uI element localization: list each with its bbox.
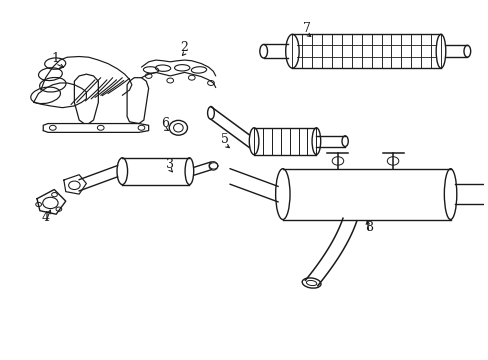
Text: 2: 2 (180, 41, 188, 54)
Text: 3: 3 (166, 158, 174, 171)
Text: 4: 4 (41, 211, 49, 224)
Text: 8: 8 (365, 221, 372, 234)
Text: 6: 6 (161, 117, 169, 130)
Text: 1: 1 (51, 52, 59, 65)
Text: 7: 7 (302, 22, 310, 35)
Text: 5: 5 (221, 133, 229, 146)
